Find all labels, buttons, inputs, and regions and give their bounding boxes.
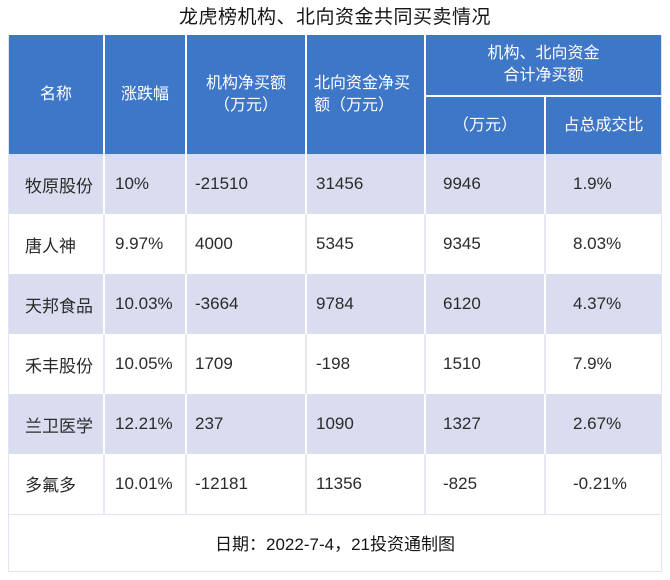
cell-change: 10.01% [104,454,187,514]
table-row: 多氟多 10.01% -12181 11356 -825 -0.21% [9,454,662,514]
cell-north-net-buy: 5345 [306,214,426,274]
col-header-combined-ratio: 占总成交比 [545,96,662,154]
cell-north-net-buy: 1090 [306,394,426,454]
header-row-1: 名称 涨跌幅 机构净买额 （万元） 北向资金净买额（万元） 机构、北向资金 合计… [9,35,662,154]
cell-combined-amount: 1510 [425,334,546,394]
cell-name: 唐人神 [9,214,105,274]
table-row: 天邦食品 10.03% -3664 9784 6120 4.37% [9,274,662,334]
table-container: 名称 涨跌幅 机构净买额 （万元） 北向资金净买额（万元） 机构、北向资金 合计… [8,35,662,572]
cell-change: 12.21% [104,394,187,454]
cell-name: 禾丰股份 [9,334,105,394]
cell-name: 天邦食品 [9,274,105,334]
cell-combined-amount: 9946 [425,154,546,214]
source-note: 日期：2022-7-4，21投资通制图 [9,513,662,571]
col-header-north-net-buy: 北向资金净买额（万元） [306,35,426,154]
cell-inst-net-buy: -3664 [186,274,307,334]
footer-row: 日期：2022-7-4，21投资通制图 [9,513,662,571]
cell-turnover-ratio: 7.9% [545,334,662,394]
cell-change: 10% [104,154,187,214]
table-row: 牧原股份 10% -21510 31456 9946 1.9% [9,154,662,214]
cell-inst-net-buy: -12181 [186,454,307,514]
col-header-change: 涨跌幅 [104,35,187,154]
cell-north-net-buy: 11356 [306,454,426,514]
cell-inst-net-buy: 237 [186,394,307,454]
cell-north-net-buy: -198 [306,334,426,394]
cell-inst-net-buy: -21510 [186,154,307,214]
cell-combined-amount: -825 [425,454,546,514]
cell-inst-net-buy: 1709 [186,334,307,394]
col-header-name: 名称 [9,35,105,154]
cell-turnover-ratio: 2.67% [545,394,662,454]
cell-name: 多氟多 [9,454,105,514]
table-row: 唐人神 9.97% 4000 5345 9345 8.03% [9,214,662,274]
cell-combined-amount: 1327 [425,394,546,454]
cell-north-net-buy: 31456 [306,154,426,214]
cell-turnover-ratio: -0.21% [545,454,662,514]
chart-title: 龙虎榜机构、北向资金共同买卖情况 [178,7,491,28]
data-table: 名称 涨跌幅 机构净买额 （万元） 北向资金净买额（万元） 机构、北向资金 合计… [9,35,662,571]
table-row: 兰卫医学 12.21% 237 1090 1327 2.67% [9,394,662,454]
cell-name: 牧原股份 [9,154,105,214]
col-header-combined-unit: （万元） [425,96,546,154]
col-header-combined-group: 机构、北向资金 合计净买额 [425,35,662,97]
cell-combined-amount: 9345 [425,214,546,274]
cell-change: 9.97% [104,214,187,274]
cell-change: 10.03% [104,274,187,334]
header-row-2: （万元） 占总成交比 [9,96,662,154]
cell-inst-net-buy: 4000 [186,214,307,274]
cell-turnover-ratio: 1.9% [545,154,662,214]
cell-change: 10.05% [104,334,187,394]
cell-combined-amount: 6120 [425,274,546,334]
cell-north-net-buy: 9784 [306,274,426,334]
table-row: 禾丰股份 10.05% 1709 -198 1510 7.9% [9,334,662,394]
col-header-inst-net-buy: 机构净买额 （万元） [186,35,307,154]
cell-name: 兰卫医学 [9,394,105,454]
cell-turnover-ratio: 4.37% [545,274,662,334]
cell-turnover-ratio: 8.03% [545,214,662,274]
